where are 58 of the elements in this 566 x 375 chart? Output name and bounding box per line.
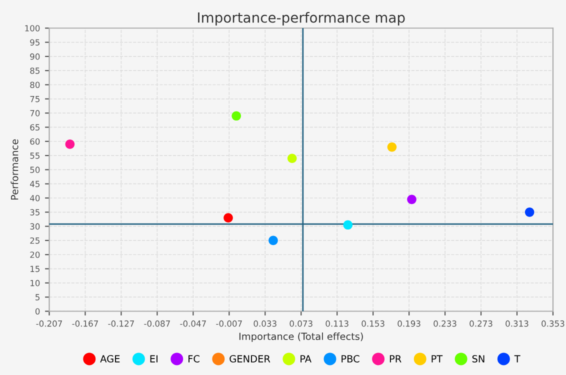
x-tick-label: -0.127 xyxy=(108,320,134,327)
x-tick-label: 0.353 xyxy=(542,320,564,327)
legend-label: AGE xyxy=(100,355,120,362)
legend-label: T xyxy=(514,355,520,362)
y-tick-label: 25 xyxy=(30,237,40,244)
x-tick-label: 0.273 xyxy=(470,320,492,327)
x-tick-label: -0.087 xyxy=(144,320,170,327)
legend-label: PT xyxy=(432,355,443,362)
point xyxy=(387,142,397,152)
y-tick-label: 10 xyxy=(30,280,40,286)
legend-label: GENDER xyxy=(230,355,270,362)
y-tick-label: 90 xyxy=(30,53,40,60)
y-tick-label: 65 xyxy=(30,124,40,131)
y-tick-label: 45 xyxy=(30,180,40,188)
legend-label: EI xyxy=(150,355,158,362)
y-tick-label: 0 xyxy=(35,308,40,315)
y-tick-label: 50 xyxy=(30,166,40,173)
y-tick-label: 80 xyxy=(30,82,40,88)
x-tick-label: -0.207 xyxy=(36,320,62,327)
y-tick-label: 30 xyxy=(30,223,40,230)
y-axis-title: Performance xyxy=(10,139,18,200)
legend-label: SN xyxy=(472,355,484,362)
x-tick-label: 0.153 xyxy=(362,320,384,327)
point xyxy=(524,208,534,217)
chart-title: Importance-performance map xyxy=(198,12,405,26)
point xyxy=(224,213,233,222)
y-tick-label: 75 xyxy=(30,96,40,102)
legend-label: PBC xyxy=(342,355,360,362)
y-tick-label: 55 xyxy=(30,152,40,159)
y-tick-label: 60 xyxy=(30,138,40,145)
y-tick-label: 40 xyxy=(30,194,40,202)
y-tick-label: 15 xyxy=(30,266,40,272)
x-axis-title: Importance (Total effects) xyxy=(239,332,363,342)
point xyxy=(287,154,297,164)
x-tick-label: -0.047 xyxy=(180,320,206,327)
legend-label: FC xyxy=(188,355,200,362)
y-tick-label: 20 xyxy=(30,252,40,258)
y-tick-label: 95 xyxy=(30,39,40,46)
x-tick-label: 0.033 xyxy=(254,320,276,327)
x-tick-label: 0.233 xyxy=(434,320,456,327)
point xyxy=(407,194,416,204)
y-tick-label: 100 xyxy=(25,25,40,32)
y-tick-label: 85 xyxy=(30,68,40,74)
x-tick-label: 0.073 xyxy=(290,320,312,327)
x-tick-label: 0.113 xyxy=(326,320,348,327)
x-tick-label: -0.167 xyxy=(72,320,98,327)
x-tick-label: 0.313 xyxy=(506,320,528,327)
y-tick-label: 70 xyxy=(30,110,40,116)
legend-label: PA xyxy=(300,355,312,362)
y-tick-label: 5 xyxy=(36,294,40,300)
point xyxy=(268,236,278,246)
point xyxy=(232,111,242,121)
point xyxy=(343,220,353,230)
point xyxy=(65,140,75,149)
x-tick-label: 0.193 xyxy=(398,320,420,327)
x-tick-label: -0.007 xyxy=(216,320,242,327)
y-tick-label: 35 xyxy=(30,209,40,216)
legend-label: PR xyxy=(390,355,402,362)
